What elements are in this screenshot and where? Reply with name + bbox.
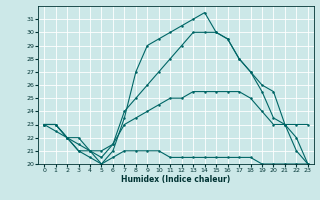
X-axis label: Humidex (Indice chaleur): Humidex (Indice chaleur) (121, 175, 231, 184)
